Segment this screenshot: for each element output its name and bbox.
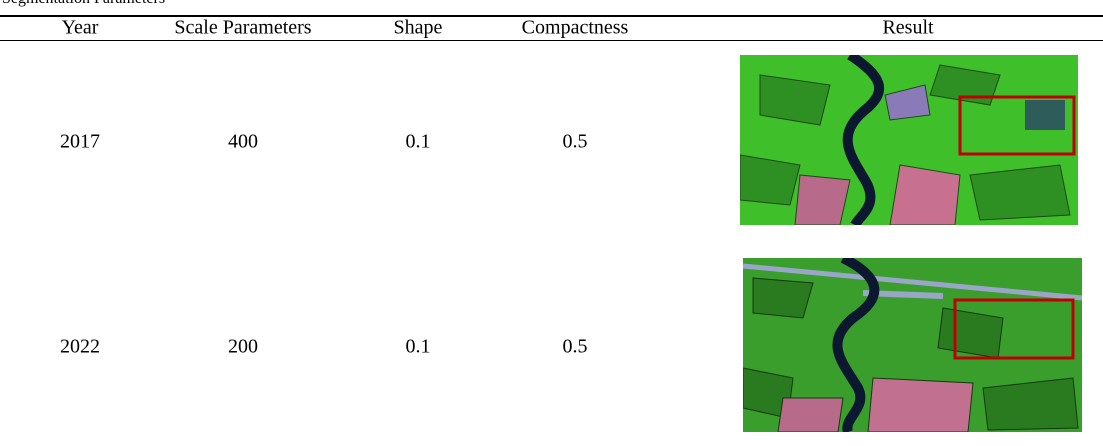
- cell: 2022: [60, 336, 100, 359]
- cell: 0.1: [406, 131, 431, 154]
- column-header: Shape: [394, 17, 443, 40]
- cell: 400: [228, 131, 258, 154]
- column-header: Year: [62, 17, 99, 40]
- column-header: Scale Parameters: [174, 17, 311, 40]
- caption: Segmentation Parameters: [2, 0, 165, 8]
- result-image: [743, 258, 1082, 432]
- cell: 0.5: [563, 336, 588, 359]
- cell: 0.5: [563, 131, 588, 154]
- column-header: Result: [882, 17, 933, 40]
- page: Segmentation Parameters Year Scale Param…: [0, 0, 1103, 446]
- cell: 200: [228, 336, 258, 359]
- cell: 0.1: [406, 336, 431, 359]
- header-rule: [0, 40, 1103, 41]
- cell: 2017: [60, 131, 100, 154]
- result-image: [740, 55, 1078, 225]
- column-header: Compactness: [522, 17, 629, 40]
